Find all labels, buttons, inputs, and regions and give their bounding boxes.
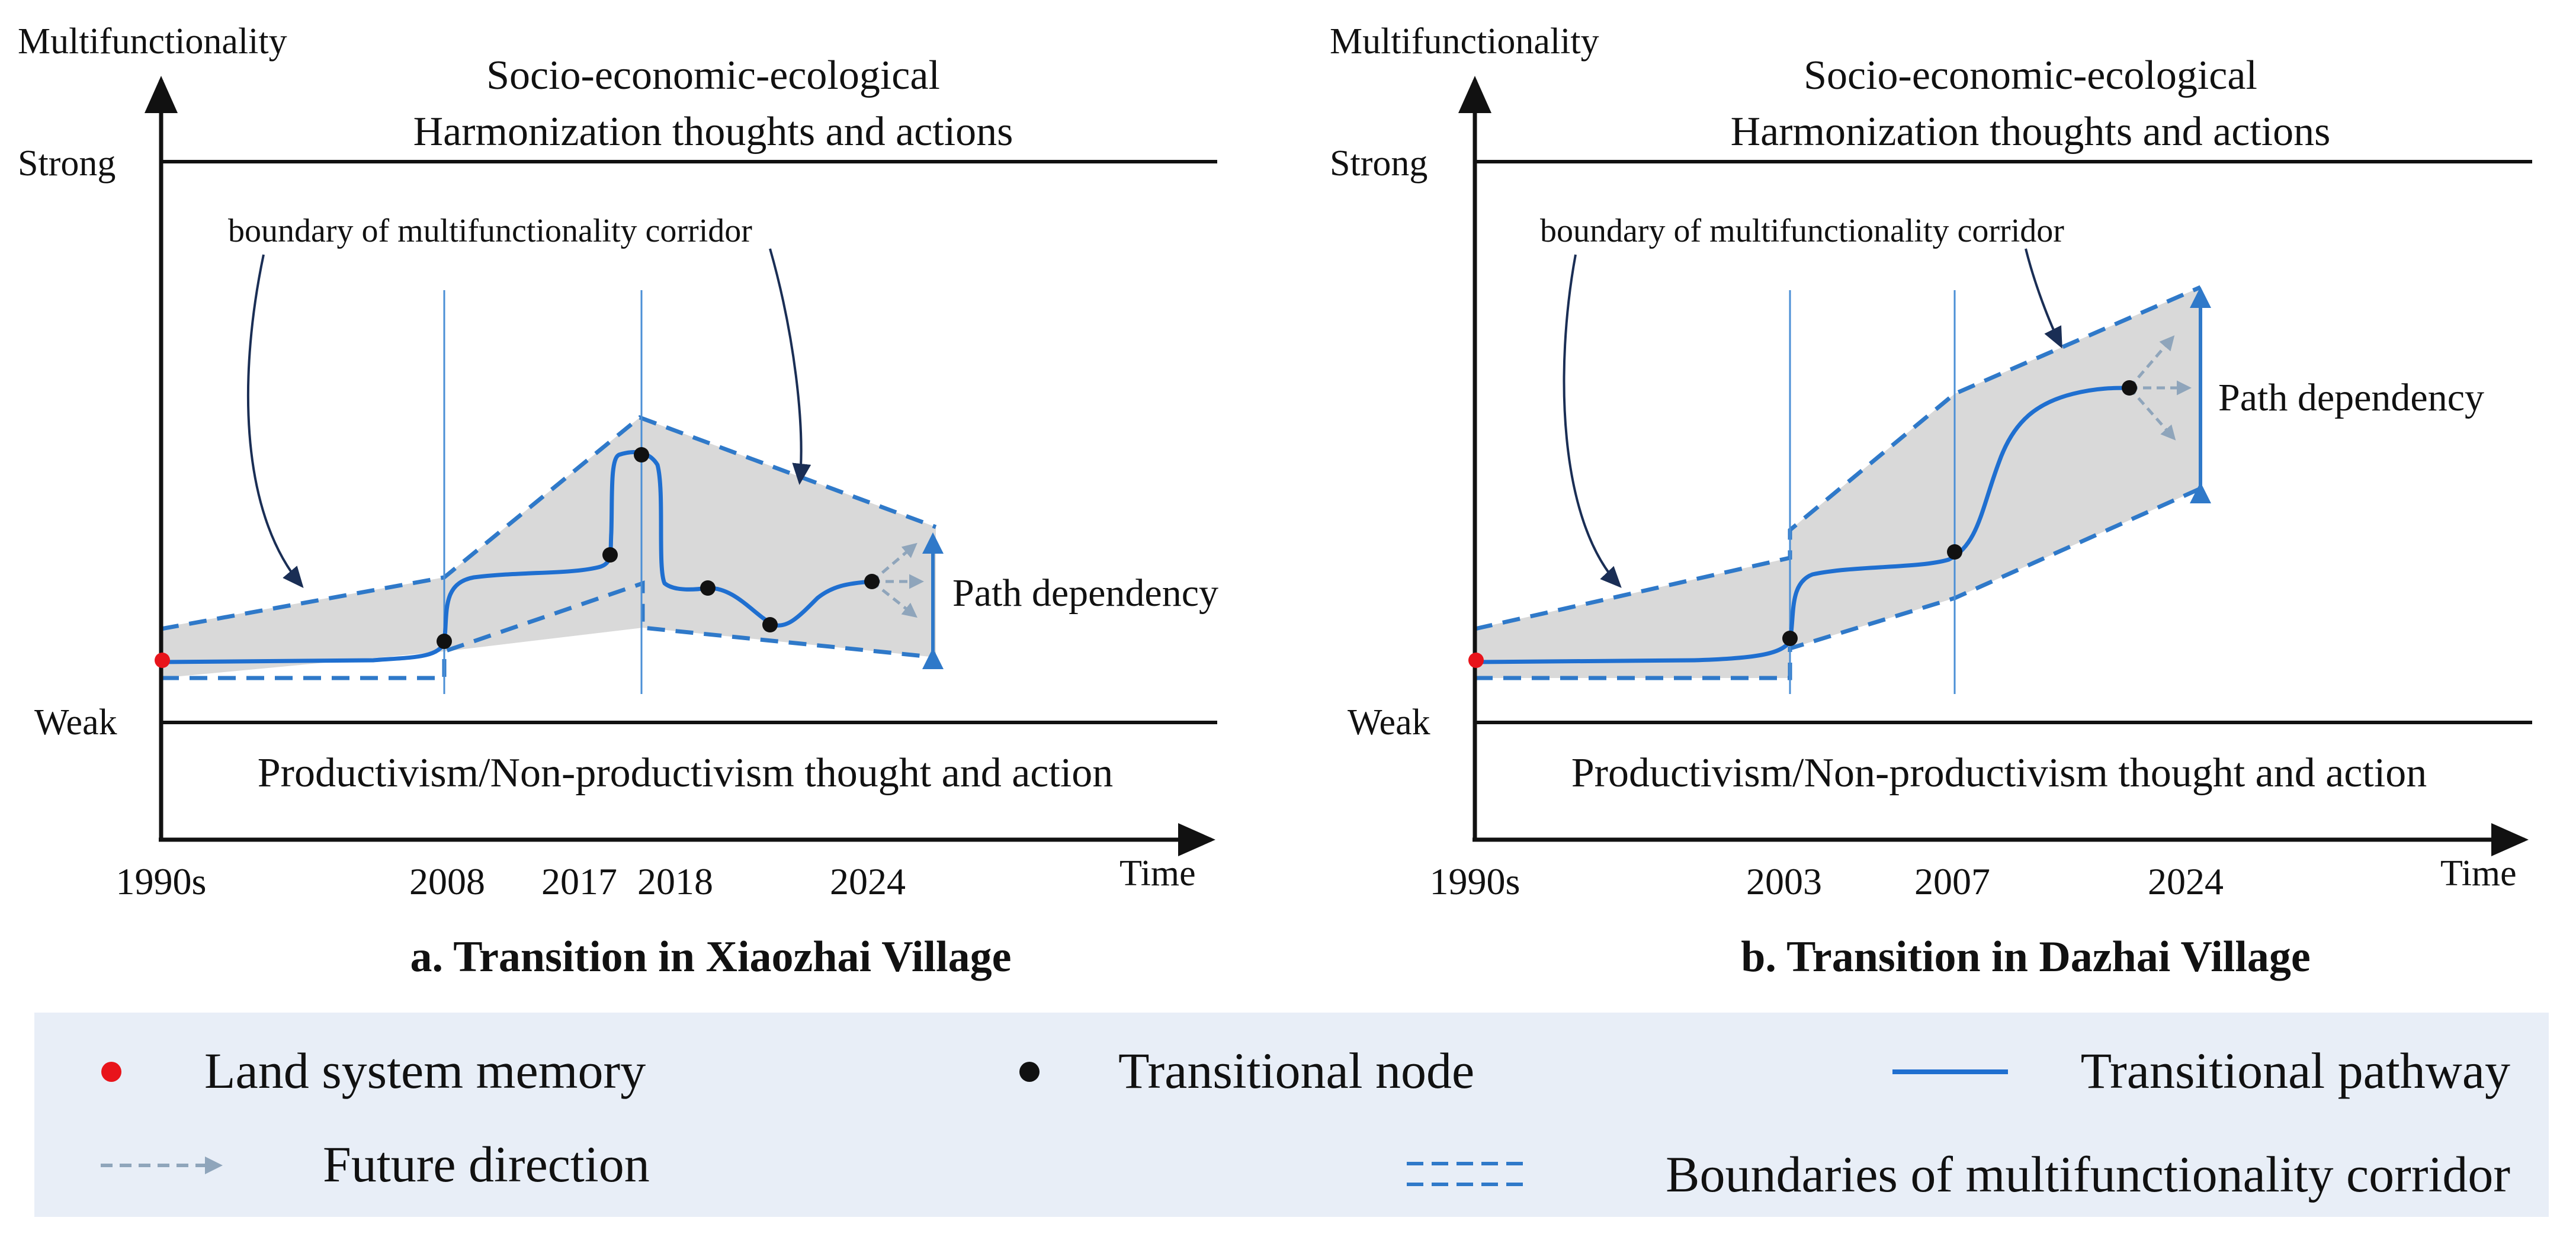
path-dependency-label: Path dependency bbox=[952, 571, 1218, 615]
corridor-label: boundary of multifunctionality corridor bbox=[228, 213, 752, 249]
future-arrow-down bbox=[871, 580, 918, 618]
transitional-node bbox=[762, 617, 778, 632]
bottom-band-title: Productivism/Non-productivism thought an… bbox=[1571, 750, 2427, 796]
corridor-lower-boundary bbox=[161, 580, 936, 680]
x-tick-1990s: 1990s bbox=[116, 860, 207, 902]
legend-boundaries-label: Boundaries of multifunctionality corrido… bbox=[1666, 1146, 2510, 1203]
future-arrow-down bbox=[2128, 387, 2176, 441]
annotation-arrow-left bbox=[246, 254, 304, 589]
transitional-node bbox=[1947, 544, 1962, 560]
legend-memory-swatch bbox=[101, 1062, 121, 1082]
transitional-node bbox=[602, 547, 618, 563]
level-strong: Strong bbox=[18, 143, 116, 184]
legend-background bbox=[34, 1013, 2549, 1217]
y-axis-title: Multifunctionality bbox=[1330, 21, 1599, 62]
path-dependency-label: Path dependency bbox=[2218, 376, 2484, 419]
future-arrow-up bbox=[2128, 335, 2175, 389]
corridor-upper-boundary bbox=[161, 415, 937, 631]
panel-caption: b. Transition in Dazhai Village bbox=[1741, 933, 2311, 981]
bottom-band-title: Productivism/Non-productivism thought an… bbox=[258, 750, 1114, 796]
level-strong: Strong bbox=[1330, 143, 1427, 184]
legend-pathway-label: Transitional pathway bbox=[2081, 1042, 2510, 1099]
annotation-arrow-right bbox=[2025, 248, 2062, 349]
transitional-node bbox=[1782, 631, 1798, 646]
x-tick-2024: 2024 bbox=[2148, 860, 2224, 902]
panel-a: Multifunctionality Time Strong Weak Soci… bbox=[18, 21, 1218, 981]
panel-caption: a. Transition in Xiaozhai Village bbox=[410, 933, 1012, 981]
level-weak: Weak bbox=[34, 702, 117, 743]
x-tick-2017: 2017 bbox=[541, 860, 617, 902]
corridor-label: boundary of multifunctionality corridor bbox=[1540, 213, 2064, 249]
corridor-area bbox=[161, 417, 936, 678]
transitional-node bbox=[700, 580, 716, 596]
legend-memory-label: Land system memory bbox=[204, 1042, 646, 1099]
top-band-title-line2: Harmonization thoughts and actions bbox=[413, 109, 1013, 155]
annotation-arrow-left bbox=[1563, 254, 1622, 588]
x-tick-2024: 2024 bbox=[830, 860, 906, 902]
future-arrow-up bbox=[871, 542, 918, 583]
x-tick-2003: 2003 bbox=[1746, 860, 1822, 902]
panel-b: Multifunctionality Time Strong Weak Soci… bbox=[1330, 21, 2532, 981]
top-band-title-line1: Socio-economic-ecological bbox=[486, 53, 940, 98]
transitional-node bbox=[437, 634, 452, 649]
land-system-memory-node bbox=[1468, 653, 1484, 668]
corridor-area bbox=[1475, 287, 2200, 678]
x-axis-title: Time bbox=[1119, 853, 1196, 894]
annotation-arrow-right bbox=[769, 248, 811, 485]
x-tick-2008: 2008 bbox=[409, 860, 485, 902]
transitional-node bbox=[634, 447, 649, 462]
land-system-memory-node bbox=[155, 653, 170, 668]
x-tick-2007: 2007 bbox=[1914, 860, 1990, 902]
x-axis-title: Time bbox=[2440, 853, 2517, 894]
y-axis-title: Multifunctionality bbox=[18, 21, 287, 62]
legend: Land system memory Transitional node Tra… bbox=[34, 1013, 2549, 1217]
transitional-node bbox=[864, 574, 880, 589]
legend-node-swatch bbox=[1019, 1062, 1040, 1082]
x-tick-1990s: 1990s bbox=[1430, 860, 1520, 902]
legend-future-label: Future direction bbox=[323, 1136, 650, 1193]
x-tick-2018: 2018 bbox=[637, 860, 713, 902]
level-weak: Weak bbox=[1348, 702, 1430, 743]
top-band-title-line2: Harmonization thoughts and actions bbox=[1731, 109, 2331, 155]
legend-node-label: Transitional node bbox=[1118, 1042, 1474, 1099]
top-band-title-line1: Socio-economic-ecological bbox=[1804, 53, 2257, 98]
transitional-node bbox=[2122, 380, 2137, 396]
